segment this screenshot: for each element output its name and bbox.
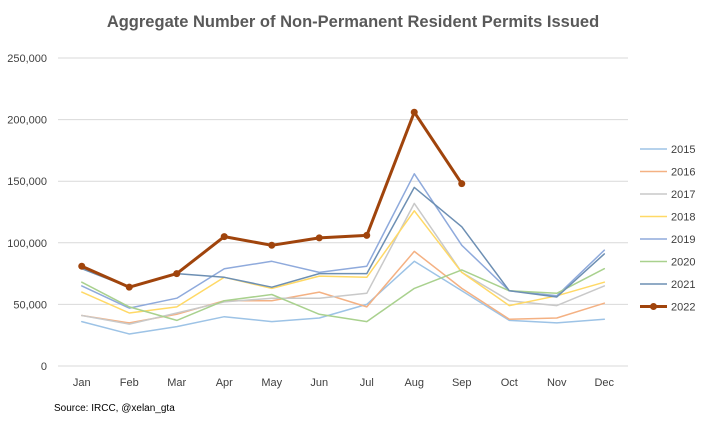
x-tick-label: Aug [404,377,424,389]
data-point [78,262,86,270]
legend-item: 2021 [640,279,695,291]
series-line [81,186,606,298]
series-line [81,250,606,324]
legend-label: 2021 [671,279,695,291]
series-2022 [78,108,466,291]
y-tick-label: 150,000 [7,176,47,188]
legend-label: 2017 [671,189,695,201]
x-tick-label: Jun [310,377,328,389]
y-axis-ticks: 0 50,000 100,000 150,000 200,000 250,000 [7,53,47,373]
series-2021 [81,186,606,298]
data-point [173,270,181,278]
series-lines [78,108,606,335]
x-tick-label: Oct [501,377,518,389]
legend-item: 2019 [640,234,695,246]
series-2018 [81,210,606,314]
legend-label: 2022 [671,302,695,314]
legend-item: 2016 [640,167,695,179]
data-point [363,231,371,239]
series-2019 [81,173,606,309]
x-tick-label: Jan [73,377,91,389]
series-line [81,260,606,335]
y-tick-label: 50,000 [13,299,47,311]
x-tick-label: Apr [216,377,233,389]
x-tick-label: Jul [360,377,374,389]
legend-item: 2020 [640,257,695,269]
y-tick-label: 200,000 [7,115,47,127]
series-line [81,210,606,314]
data-point [220,233,228,241]
legend-item: 2018 [640,212,695,224]
data-point [315,234,323,242]
legend-item: 2015 [640,144,695,156]
x-tick-label: Sep [452,377,472,389]
data-point [410,108,418,116]
y-tick-label: 250,000 [7,53,47,65]
series-line [81,202,606,325]
x-axis-ticks: Jan Feb Mar Apr May Jun Jul Aug Sep Oct Nov Dec [73,377,615,389]
source-note: Source: IRCC, @xelan_gta [54,403,175,414]
x-tick-label: May [261,377,282,389]
legend-label: 2018 [671,212,695,224]
series-2017 [81,202,606,325]
x-tick-label: Nov [547,377,567,389]
legend-marker [650,303,657,310]
x-tick-label: Dec [594,377,614,389]
data-point [458,180,466,188]
gridlines [58,57,628,367]
y-tick-label: 0 [41,361,47,373]
x-tick-label: Feb [120,377,139,389]
legend-item: 2022 [640,302,695,314]
x-tick-label: Mar [167,377,186,389]
legend-label: 2019 [671,234,695,246]
data-point [268,241,276,249]
series-2016 [81,250,606,324]
legend-label: 2020 [671,257,695,269]
series-2015 [81,260,606,335]
legend-label: 2016 [671,167,695,179]
chart-title: Aggregate Number of Non-Permanent Reside… [107,13,599,31]
data-point [125,283,133,291]
legend: 2015 2016 2017 2018 2019 2020 2021 2022 [640,144,695,314]
series-line [81,173,606,309]
y-tick-label: 100,000 [7,238,47,250]
legend-label: 2015 [671,144,695,156]
legend-item: 2017 [640,189,695,201]
